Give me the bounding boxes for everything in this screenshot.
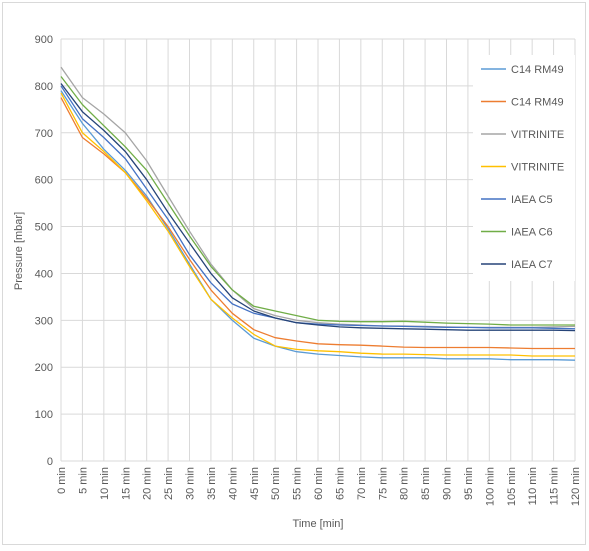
y-tick-label: 400 [35, 268, 53, 280]
x-tick-label: 65 min [334, 467, 346, 500]
x-tick-label: 120 min [570, 467, 582, 506]
x-axis-ticks: 0 min 5 min 10 min 15 min 20 min 25 min 30 min… [56, 467, 582, 506]
series-lines [60, 66, 576, 361]
x-tick-label: 45 min [249, 467, 261, 500]
x-tick-label: 5 min [77, 467, 89, 494]
x-tick-label: 30 min [185, 467, 197, 500]
legend-background [473, 55, 575, 281]
x-tick-label: 35 min [206, 467, 218, 500]
x-tick-label: 110 min [527, 467, 539, 505]
legend-label: IAEA C7 [511, 259, 553, 271]
x-tick-label: 50 min [270, 467, 282, 500]
legend-label: C14 RM49 [511, 64, 564, 76]
y-tick-label: 300 [35, 315, 53, 327]
series-line-c14-rm49-0 [60, 90, 576, 361]
x-tick-label: 0 min [56, 467, 68, 494]
y-tick-label: 100 [35, 409, 53, 421]
legend-label: VITRINITE [511, 162, 564, 174]
x-tick-label: 60 min [313, 467, 325, 500]
y-tick-label: 900 [35, 34, 53, 46]
x-tick-label: 15 min [120, 467, 132, 500]
x-tick-label: 25 min [163, 467, 175, 500]
series-line-iaea-c5-4 [60, 85, 576, 330]
x-tick-label: 55 min [292, 467, 304, 500]
line-chart: 0 100 200 300 400 500 600 700 800 900 0 min 5 min 1… [13, 34, 582, 530]
y-tick-label: 600 [35, 175, 53, 187]
series-line-vitrinite-3 [60, 92, 575, 357]
x-tick-label: 40 min [227, 467, 239, 500]
series-line-c14-rm49-1 [60, 97, 575, 350]
legend-label: VITRINITE [511, 129, 564, 141]
x-tick-label: 100 min [484, 467, 496, 506]
series-line-iaea-c6-5 [60, 76, 575, 326]
legend-label: IAEA C5 [511, 194, 553, 206]
x-tick-label: 80 min [399, 467, 411, 500]
y-tick-label: 800 [35, 81, 53, 93]
x-tick-label: 70 min [356, 467, 368, 500]
x-tick-label: 10 min [99, 467, 111, 500]
y-tick-label: 500 [35, 222, 53, 234]
y-tick-label: 700 [35, 128, 53, 140]
x-tick-label: 20 min [142, 467, 154, 500]
legend-label: IAEA C6 [511, 227, 553, 239]
y-axis-ticks: 0 100 200 300 400 500 600 700 800 900 [35, 34, 53, 468]
chart-frame: 0 100 200 300 400 500 600 700 800 900 0 min 5 min 1… [2, 2, 586, 545]
legend: C14 RM49 C14 RM49 VITRINITE VITRINITE IAEA C… [473, 55, 575, 281]
x-tick-label: 95 min [463, 467, 475, 500]
x-tick-label: 105 min [506, 467, 518, 506]
x-tick-label: 85 min [420, 467, 432, 500]
y-tick-label: 0 [47, 456, 53, 468]
x-tick-label: 90 min [442, 467, 454, 500]
x-tick-label: 75 min [377, 467, 389, 500]
y-axis-title: Pressure [mbar] [13, 212, 25, 290]
series-line-iaea-c7-6 [60, 83, 576, 332]
gridlines [60, 38, 576, 462]
legend-label: C14 RM49 [511, 97, 564, 109]
x-axis-title: Time [min] [293, 518, 344, 530]
x-tick-label: 115 min [549, 467, 561, 505]
y-tick-label: 200 [35, 362, 53, 374]
